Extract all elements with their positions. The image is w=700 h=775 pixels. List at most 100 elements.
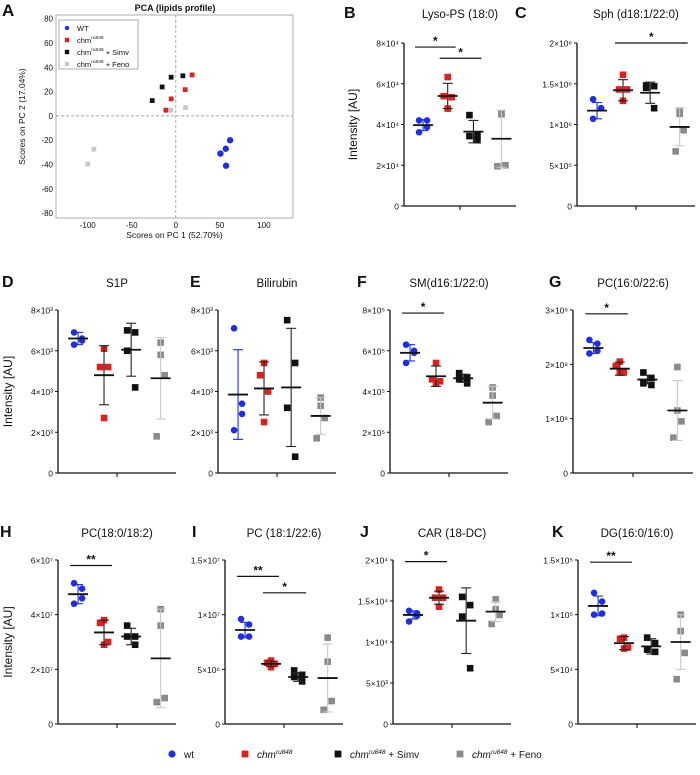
y-tick-label: 4×10⁵: [362, 387, 385, 397]
group-simv: [641, 634, 662, 656]
data-point: [619, 71, 627, 79]
data-point: [590, 611, 598, 618]
y-tick-label: -80: [41, 209, 53, 218]
data-point: [415, 128, 423, 136]
y-tick-label: 1.5×10⁴: [358, 597, 388, 607]
data-point: [428, 375, 436, 383]
group-wt: [588, 589, 609, 618]
chart-title: S1P: [106, 278, 128, 290]
legend-marker: [241, 750, 249, 758]
legend-marker: [64, 37, 70, 43]
legend-label: chmru848 + Feno: [472, 749, 542, 761]
data-point: [230, 426, 238, 434]
y-tick-label: 4×10⁴: [376, 120, 399, 130]
significance-label: **: [86, 552, 96, 566]
panel-letter: A: [2, 1, 14, 20]
data-point: [163, 107, 169, 113]
data-point: [466, 601, 474, 609]
panel-k-dotplot: K DG(16:0/16:0) 0 5×10⁴ 1×10⁵ 1.5×10⁵ **: [543, 524, 696, 730]
y-tick-label: -60: [41, 185, 53, 194]
data-point: [96, 363, 104, 371]
data-point: [291, 359, 299, 367]
group-simv: [453, 369, 474, 387]
panel-c-dotplot: C Sph (d18:1/22:0) 0 5×10⁵ 1×10⁶ 1.5×10⁶ 2×10⁶…: [515, 5, 695, 212]
data-point: [159, 84, 165, 90]
data-point: [448, 93, 455, 101]
significance-label: **: [606, 549, 616, 563]
group-chm: [614, 634, 635, 652]
data-point: [180, 73, 186, 79]
x-tick-label: -100: [80, 221, 97, 230]
y-tick-label: 0: [383, 720, 388, 730]
data-point: [70, 579, 78, 587]
group-wt: [228, 325, 249, 440]
y-tick-label: 2×10⁴: [376, 161, 399, 171]
y-axis-label: Scores on PC 2 (17.04%): [17, 68, 27, 165]
panel-b-dotplot: B Lyso-PS (18:0) 0 2×10⁴ 4×10⁴ 6×10⁴ 8×10⁴ Inte…: [344, 5, 516, 212]
data-point: [589, 95, 597, 103]
data-point: [466, 111, 473, 119]
panel-j-dotplot: J CAR (18-DC) 0 5×10³ 1×10⁴ 1.5×10⁴ 2×10⁴ *: [358, 524, 511, 730]
data-point: [182, 87, 188, 93]
group-wt: [413, 117, 434, 136]
chart-title: CAR (18-DC): [418, 528, 487, 540]
group-chm: [429, 586, 450, 611]
y-tick-label: 2×10⁵: [362, 428, 385, 438]
y-tick-label: 6×10³: [31, 346, 53, 356]
y-tick-label: 0: [215, 720, 220, 730]
y-tick-label: 0: [49, 112, 54, 121]
legend-marker: [168, 750, 176, 758]
chart-title: PC(16:0/22:6): [597, 278, 669, 290]
data-point: [405, 618, 413, 625]
data-point: [313, 435, 320, 442]
data-point: [189, 72, 195, 78]
group-simv: [288, 667, 309, 685]
y-tick-label: 0: [48, 720, 53, 730]
panel-d-dotplot: D S1P 0 2×10³ 4×10³ 6×10³ 8×10³ Intensity [AU]: [1, 274, 176, 479]
data-point: [643, 634, 651, 641]
data-point: [643, 646, 651, 653]
panel-letter: C: [515, 5, 527, 22]
panel-letter: B: [344, 5, 356, 22]
y-tick-label: 4×10⁷: [31, 610, 53, 620]
data-point: [123, 327, 131, 334]
y-tick-label: 1×10⁸: [545, 414, 568, 424]
data-point: [680, 126, 687, 134]
y-tick-label: 8×10³: [31, 306, 53, 316]
group-feno: [491, 109, 512, 170]
panel-a-pca: A PCA (lipids profile) -100 -50 0 50 100 -80 -60…: [2, 1, 294, 240]
group-chm: [609, 358, 630, 376]
panel-letter: E: [190, 274, 201, 291]
y-axis-label: Intensity [AU]: [1, 356, 15, 427]
group-chm: [261, 657, 282, 671]
data-point: [488, 620, 495, 628]
group-simv: [121, 322, 142, 391]
significance-label: *: [604, 301, 609, 315]
y-tick-label: 5×10³: [366, 679, 388, 689]
data-point: [678, 418, 685, 425]
legend-marker: [64, 49, 70, 55]
group-chm: [613, 71, 634, 105]
y-tick-label: 0: [567, 202, 572, 212]
data-point: [674, 363, 681, 371]
data-point: [616, 635, 624, 643]
data-point: [260, 418, 268, 426]
group-simv: [121, 622, 142, 649]
data-point: [96, 619, 104, 627]
legend-label: wt: [183, 750, 194, 761]
group-simv: [637, 369, 658, 389]
significance-label: *: [424, 549, 429, 563]
data-point: [217, 150, 224, 157]
data-point: [78, 594, 86, 602]
data-point: [226, 137, 234, 144]
y-tick-label: 5×10⁶: [197, 665, 220, 675]
data-point: [230, 325, 238, 332]
x-tick-label: 0: [174, 221, 179, 230]
chart-title: Bilirubin: [257, 278, 298, 290]
plot-frame: [55, 14, 294, 219]
y-tick-label: 2×10⁴: [365, 556, 388, 566]
panel-letter: F: [357, 274, 367, 291]
data-point: [466, 664, 474, 672]
panel-h-dotplot: H PC(18:0/18:2) 0 2×10⁷ 4×10⁷ 6×10⁷ Intensity …: [0, 524, 176, 730]
